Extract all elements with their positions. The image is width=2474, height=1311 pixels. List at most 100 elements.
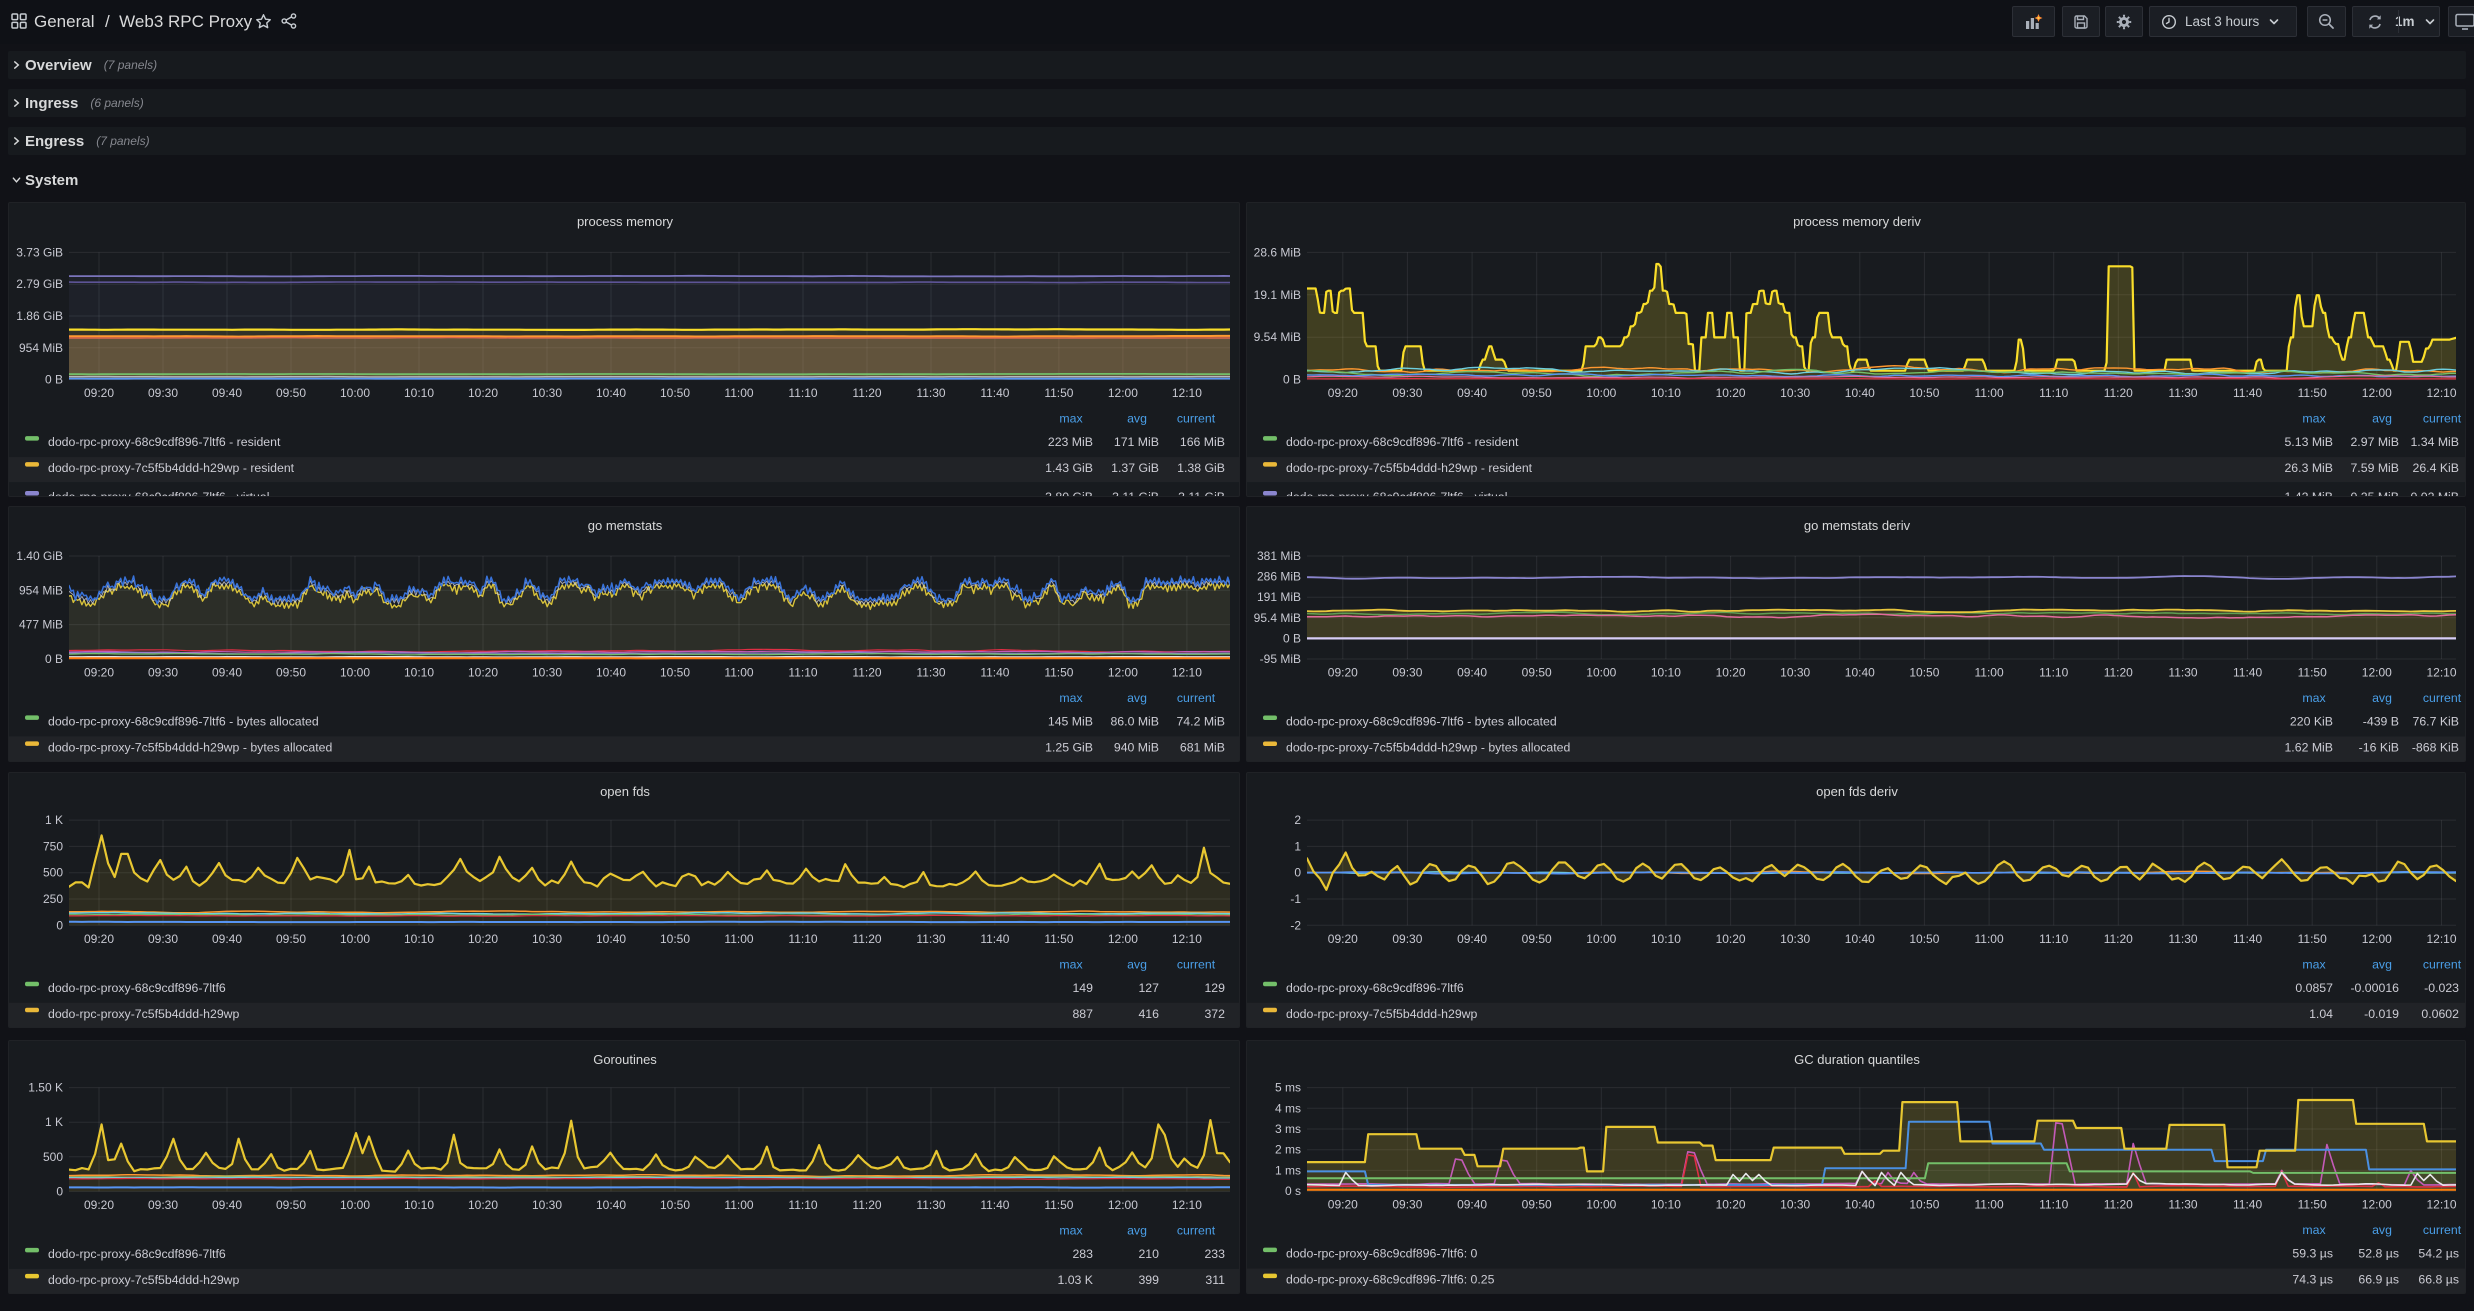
- svg-text:10:50: 10:50: [1909, 386, 1939, 400]
- svg-text:11:30: 11:30: [916, 1198, 945, 1212]
- svg-text:127: 127: [1138, 981, 1159, 995]
- svg-text:avg: avg: [2372, 691, 2392, 705]
- svg-text:09:40: 09:40: [212, 386, 242, 400]
- svg-text:1 ms: 1 ms: [1275, 1163, 1301, 1177]
- svg-text:9.54 MiB: 9.54 MiB: [1254, 330, 1301, 344]
- svg-text:0: 0: [56, 918, 63, 932]
- svg-text:11:40: 11:40: [980, 386, 1009, 400]
- svg-text:10:10: 10:10: [404, 932, 434, 946]
- svg-text:10:40: 10:40: [596, 932, 626, 946]
- svg-text:500: 500: [43, 1150, 63, 1164]
- svg-text:145 MiB: 145 MiB: [1048, 714, 1093, 728]
- svg-text:1.04: 1.04: [2309, 1007, 2333, 1021]
- svg-text:max: max: [1059, 1223, 1083, 1237]
- svg-text:10:30: 10:30: [1780, 666, 1810, 680]
- svg-text:1.37 GiB: 1.37 GiB: [1111, 461, 1159, 475]
- svg-text:dodo-rpc-proxy-7c5f5b4ddd-h29w: dodo-rpc-proxy-7c5f5b4ddd-h29wp - bytes …: [48, 740, 333, 754]
- svg-text:max: max: [1059, 412, 1083, 426]
- svg-text:233: 233: [1204, 1247, 1225, 1261]
- svg-text:current: current: [2423, 691, 2462, 705]
- svg-text:11:40: 11:40: [2233, 666, 2262, 680]
- svg-text:avg: avg: [2372, 412, 2392, 426]
- svg-text:09:40: 09:40: [1457, 1198, 1487, 1212]
- svg-text:11:30: 11:30: [2168, 1198, 2197, 1212]
- svg-text:166 MiB: 166 MiB: [1180, 435, 1225, 449]
- svg-text:current: current: [2423, 1223, 2462, 1237]
- svg-text:09:20: 09:20: [84, 1198, 114, 1212]
- svg-text:go memstats: go memstats: [588, 518, 663, 533]
- svg-text:2 ms: 2 ms: [1275, 1143, 1301, 1157]
- svg-text:11:20: 11:20: [852, 386, 881, 400]
- svg-text:4 ms: 4 ms: [1275, 1101, 1301, 1115]
- svg-text:10:10: 10:10: [404, 386, 434, 400]
- svg-text:11:00: 11:00: [724, 932, 753, 946]
- svg-text:12:00: 12:00: [2362, 1198, 2392, 1212]
- svg-text:-1: -1: [1290, 892, 1301, 906]
- svg-text:11:10: 11:10: [2039, 1198, 2068, 1212]
- svg-text:dodo-rpc-proxy-68c9cdf896-7ltf: dodo-rpc-proxy-68c9cdf896-7ltf6: 0: [1286, 1247, 1478, 1261]
- svg-text:09:40: 09:40: [1457, 666, 1487, 680]
- svg-text:dodo-rpc-proxy-68c9cdf896-7ltf: dodo-rpc-proxy-68c9cdf896-7ltf6: [48, 981, 226, 995]
- svg-text:10:10: 10:10: [1651, 1198, 1681, 1212]
- svg-text:11:30: 11:30: [916, 386, 945, 400]
- svg-text:10:50: 10:50: [660, 1198, 690, 1212]
- svg-text:954 MiB: 954 MiB: [19, 583, 63, 597]
- svg-text:09:50: 09:50: [276, 665, 306, 679]
- svg-text:250: 250: [43, 892, 63, 906]
- svg-text:11:50: 11:50: [1044, 386, 1073, 400]
- svg-text:process memory deriv: process memory deriv: [1793, 214, 1921, 229]
- svg-text:dodo-rpc-proxy-68c9cdf896-7ltf: dodo-rpc-proxy-68c9cdf896-7ltf6 - virtua…: [1286, 490, 1507, 497]
- svg-text:09:40: 09:40: [1457, 932, 1487, 946]
- svg-text:399: 399: [1138, 1273, 1159, 1287]
- svg-text:12:10: 12:10: [1172, 386, 1202, 400]
- svg-text:11:40: 11:40: [2233, 1198, 2262, 1212]
- svg-text:0.25 MiB: 0.25 MiB: [2350, 490, 2399, 497]
- svg-text:dodo-rpc-proxy-68c9cdf896-7ltf: dodo-rpc-proxy-68c9cdf896-7ltf6 - reside…: [48, 435, 281, 449]
- svg-text:10:30: 10:30: [1780, 386, 1810, 400]
- svg-text:11:10: 11:10: [2039, 666, 2068, 680]
- svg-text:10:50: 10:50: [660, 386, 690, 400]
- svg-text:10:00: 10:00: [1586, 1198, 1616, 1212]
- svg-text:372: 372: [1204, 1007, 1225, 1021]
- svg-text:09:20: 09:20: [1328, 666, 1358, 680]
- svg-text:10:30: 10:30: [532, 386, 562, 400]
- svg-text:current: current: [1177, 957, 1216, 971]
- svg-text:10:20: 10:20: [468, 932, 498, 946]
- svg-text:11:20: 11:20: [852, 665, 881, 679]
- svg-text:go memstats deriv: go memstats deriv: [1804, 518, 1911, 533]
- svg-text:dodo-rpc-proxy-68c9cdf896-7ltf: dodo-rpc-proxy-68c9cdf896-7ltf6: [48, 1247, 226, 1261]
- svg-text:12:10: 12:10: [1172, 1198, 1202, 1212]
- svg-text:09:30: 09:30: [1392, 932, 1422, 946]
- svg-text:09:20: 09:20: [84, 932, 114, 946]
- svg-text:66.9 µs: 66.9 µs: [2358, 1273, 2399, 1287]
- svg-text:11:50: 11:50: [2298, 386, 2327, 400]
- svg-text:current: current: [2423, 412, 2462, 426]
- svg-text:283: 283: [1072, 1247, 1093, 1261]
- svg-text:11:50: 11:50: [2298, 666, 2327, 680]
- svg-text:dodo-rpc-proxy-68c9cdf896-7ltf: dodo-rpc-proxy-68c9cdf896-7ltf6: [1286, 981, 1464, 995]
- svg-text:11:00: 11:00: [1975, 932, 2004, 946]
- svg-text:74.3 µs: 74.3 µs: [2292, 1273, 2333, 1287]
- svg-text:1.86 GiB: 1.86 GiB: [16, 309, 63, 323]
- svg-text:381 MiB: 381 MiB: [1257, 549, 1301, 563]
- svg-text:500: 500: [43, 866, 63, 880]
- svg-text:10:10: 10:10: [1651, 386, 1681, 400]
- svg-text:10:00: 10:00: [1586, 932, 1616, 946]
- svg-text:avg: avg: [1127, 1223, 1147, 1237]
- svg-text:0.0602: 0.0602: [2421, 1007, 2459, 1021]
- svg-text:11:10: 11:10: [788, 386, 817, 400]
- svg-text:11:50: 11:50: [1044, 932, 1073, 946]
- svg-text:09:20: 09:20: [1328, 1198, 1358, 1212]
- svg-text:09:30: 09:30: [1392, 386, 1422, 400]
- svg-text:12:10: 12:10: [1172, 665, 1202, 679]
- svg-text:10:30: 10:30: [1780, 1198, 1810, 1212]
- svg-text:-95 MiB: -95 MiB: [1260, 652, 1301, 666]
- svg-text:-16 KiB: -16 KiB: [2359, 741, 2399, 755]
- svg-text:max: max: [2302, 691, 2326, 705]
- svg-text:max: max: [1059, 957, 1083, 971]
- svg-text:0 B: 0 B: [1283, 373, 1301, 387]
- svg-text:11:20: 11:20: [852, 1198, 881, 1212]
- svg-text:dodo-rpc-proxy-7c5f5b4ddd-h29w: dodo-rpc-proxy-7c5f5b4ddd-h29wp - reside…: [48, 461, 295, 475]
- svg-text:10:30: 10:30: [1780, 932, 1810, 946]
- svg-text:3.73 GiB: 3.73 GiB: [16, 245, 63, 259]
